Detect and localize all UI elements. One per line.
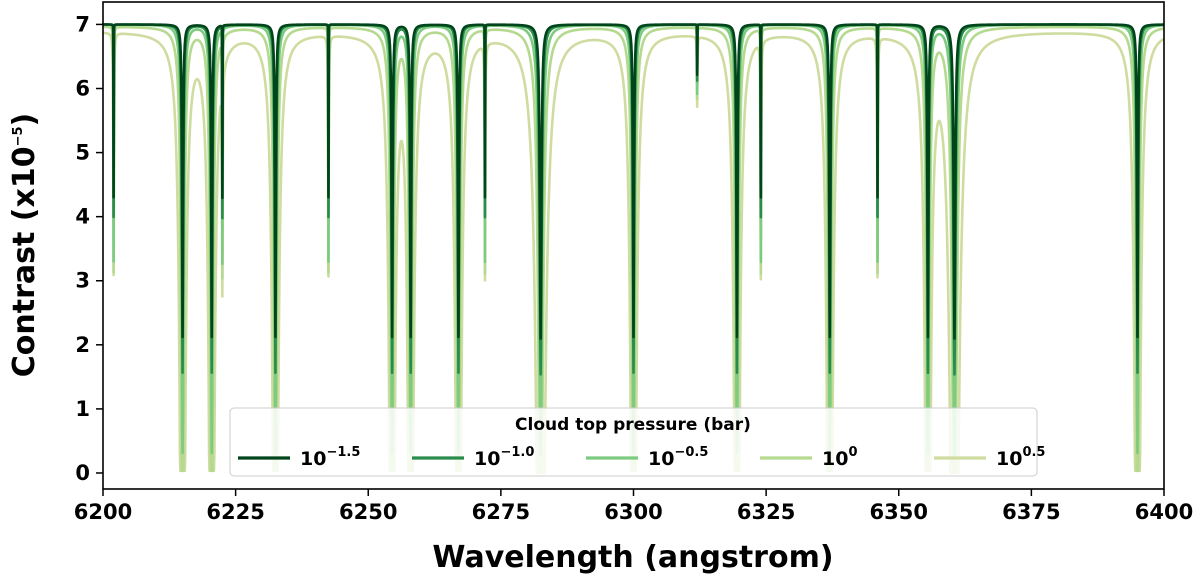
y-tick-label: 1 [75,397,90,421]
x-tick-label: 6325 [737,500,795,524]
legend-label: 10−1.5 [300,445,360,470]
y-axis-label-close: ) [7,113,42,127]
legend-entries: 10−1.5 10−1.0 10−0.5 100 100.5 [238,445,1045,470]
y-tick-label: 2 [75,333,90,357]
legend-label: 10−0.5 [648,445,708,470]
x-tick-label: 6400 [1135,500,1193,524]
x-tick-label: 6275 [472,500,530,524]
legend-label: 100.5 [996,445,1045,470]
series-line-1 [103,23,1164,340]
y-tick-label: 0 [75,461,90,485]
x-axis: 6200 6225 6250 6275 6300 6325 6350 6375 6400 [74,489,1193,524]
legend-label: 100 [822,445,858,470]
y-axis-label: Contrast (x10−5) [7,113,42,378]
legend-label: 10−1.0 [474,445,534,470]
x-tick-label: 6225 [206,500,264,524]
y-axis-label-exponent: −5 [11,126,26,146]
y-tick-label: 7 [75,12,90,36]
legend-title: Cloud top pressure (bar) [515,415,751,435]
legend: Cloud top pressure (bar) 10−1.5 10−1.0 10−… [229,407,1045,477]
y-axis-label-main: Contrast (x10 [7,146,42,377]
y-tick-label: 3 [75,269,90,293]
x-tick-label: 6250 [339,500,397,524]
y-tick-label: 6 [75,77,90,101]
x-tick-label: 6375 [1002,500,1060,524]
x-tick-label: 6200 [74,500,132,524]
x-tick-label: 6300 [604,500,662,524]
y-axis: 0 1 2 3 4 5 6 7 [75,12,103,485]
x-tick-label: 6350 [870,500,928,524]
y-tick-label: 5 [75,141,90,165]
y-tick-label: 4 [75,205,90,229]
x-axis-label: Wavelength (angstrom) [432,540,833,575]
